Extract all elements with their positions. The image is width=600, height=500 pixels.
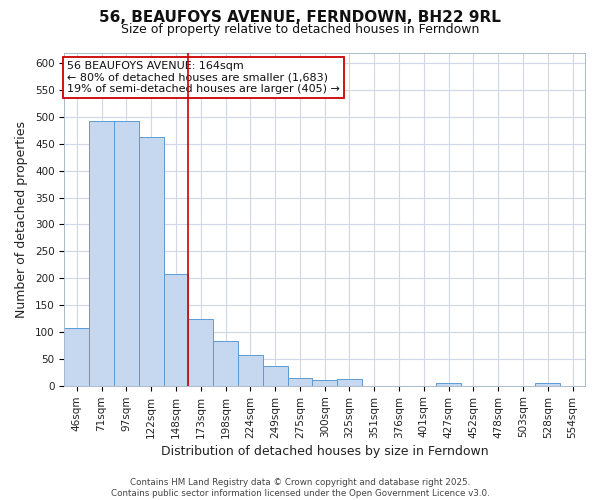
Bar (188, 318, 213, 386)
Bar (164, 274, 188, 386)
Text: Size of property relative to detached houses in Ferndown: Size of property relative to detached ho… (121, 22, 479, 36)
Bar (114, 121, 139, 386)
Bar (287, 378, 313, 386)
Bar (313, 380, 337, 386)
Bar (89, 121, 114, 386)
Text: 56 BEAUFOYS AVENUE: 164sqm
← 80% of detached houses are smaller (1,683)
19% of s: 56 BEAUFOYS AVENUE: 164sqm ← 80% of deta… (67, 61, 340, 94)
Text: 56, BEAUFOYS AVENUE, FERNDOWN, BH22 9RL: 56, BEAUFOYS AVENUE, FERNDOWN, BH22 9RL (99, 10, 501, 25)
Bar (64, 328, 89, 386)
Bar (213, 340, 238, 386)
Text: Contains HM Land Registry data © Crown copyright and database right 2025.
Contai: Contains HM Land Registry data © Crown c… (110, 478, 490, 498)
X-axis label: Distribution of detached houses by size in Ferndown: Distribution of detached houses by size … (161, 444, 488, 458)
Bar (238, 355, 263, 386)
Bar (337, 380, 362, 386)
Bar (535, 383, 560, 386)
Bar (436, 383, 461, 386)
Y-axis label: Number of detached properties: Number of detached properties (15, 120, 28, 318)
Bar (139, 138, 164, 386)
Bar (263, 366, 287, 386)
